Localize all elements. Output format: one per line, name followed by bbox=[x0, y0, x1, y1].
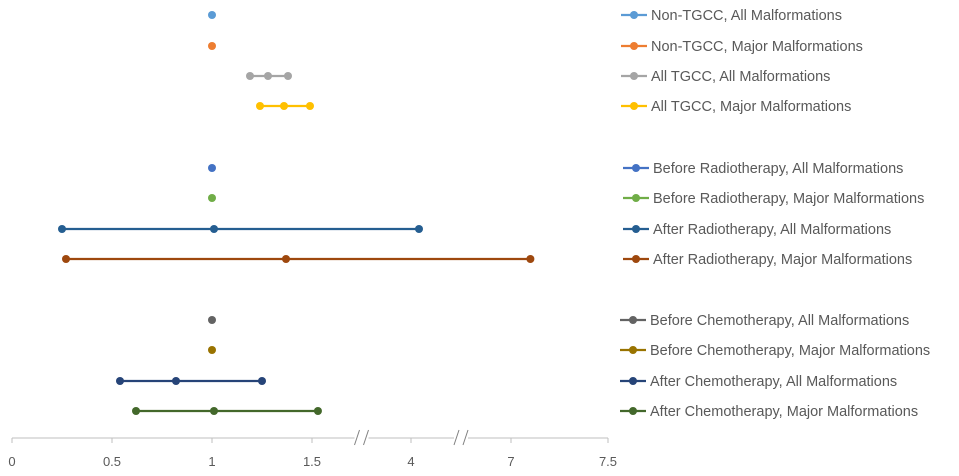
legend-label: All TGCC, All Malformations bbox=[651, 69, 830, 85]
ci-upper-point bbox=[313, 407, 322, 415]
legend-label: Before Radiotherapy, All Malformations bbox=[653, 161, 903, 177]
legend-label: Non-TGCC, All Malformations bbox=[651, 8, 842, 24]
x-tick-label: 4 bbox=[407, 454, 414, 469]
legend-marker bbox=[629, 407, 637, 415]
estimate-point bbox=[280, 102, 288, 110]
legend-marker bbox=[630, 11, 638, 19]
legend-marker bbox=[629, 346, 637, 354]
legend-label: After Chemotherapy, All Malformations bbox=[650, 374, 897, 390]
legend-marker bbox=[632, 194, 640, 202]
estimate-point bbox=[208, 316, 216, 324]
legend-label: All TGCC, Major Malformations bbox=[651, 99, 851, 115]
estimate-point bbox=[208, 164, 216, 172]
x-tick-label: 0.5 bbox=[103, 454, 121, 469]
legend-label: Non-TGCC, Major Malformations bbox=[651, 39, 863, 55]
ci-lower-point bbox=[58, 225, 66, 233]
axis-break-mark bbox=[354, 429, 360, 446]
legend-label: After Radiotherapy, Major Malformations bbox=[653, 252, 912, 268]
ci-lower-point bbox=[62, 255, 70, 263]
ci-lower-point bbox=[116, 377, 124, 385]
ci-lower-point bbox=[132, 407, 140, 415]
legend-label: Before Radiotherapy, Major Malformations bbox=[653, 191, 924, 207]
axis-break-mark bbox=[453, 429, 460, 446]
x-tick-label: 1.5 bbox=[303, 454, 321, 469]
estimate-point bbox=[208, 346, 216, 354]
legend-marker bbox=[630, 72, 638, 80]
estimate-point bbox=[282, 255, 290, 263]
legend-marker bbox=[629, 377, 637, 385]
x-tick-label: 7.5 bbox=[599, 454, 617, 469]
estimate-point bbox=[208, 194, 216, 202]
legend-label: After Radiotherapy, All Malformations bbox=[653, 222, 891, 238]
legend-label: Before Chemotherapy, Major Malformations bbox=[650, 343, 930, 359]
x-tick-label: 7 bbox=[507, 454, 514, 469]
legend-label: After Chemotherapy, Major Malformations bbox=[650, 404, 918, 420]
estimate-point bbox=[208, 11, 216, 19]
estimate-point bbox=[210, 225, 218, 233]
estimate-point bbox=[264, 72, 272, 80]
axis-break-mark bbox=[363, 429, 369, 446]
estimate-point bbox=[172, 377, 180, 385]
estimate-point bbox=[208, 42, 216, 50]
axis-break-mark bbox=[462, 429, 469, 446]
ci-upper-point bbox=[258, 377, 266, 385]
legend-marker bbox=[630, 42, 638, 50]
legend-marker bbox=[632, 164, 640, 172]
ci-upper-point bbox=[306, 102, 314, 110]
ci-lower-point bbox=[246, 72, 254, 80]
ci-lower-point bbox=[256, 102, 264, 110]
x-tick-label: 1 bbox=[208, 454, 215, 469]
legend-marker bbox=[630, 102, 638, 110]
legend-marker bbox=[632, 255, 640, 263]
ci-upper-point bbox=[415, 225, 423, 233]
ci-upper-point bbox=[284, 72, 292, 80]
legend-marker bbox=[629, 316, 637, 324]
x-tick-label: 0 bbox=[8, 454, 15, 469]
legend-label: Before Chemotherapy, All Malformations bbox=[650, 313, 909, 329]
estimate-point bbox=[210, 407, 218, 415]
legend-marker bbox=[632, 225, 640, 233]
ci-upper-point bbox=[526, 255, 535, 263]
